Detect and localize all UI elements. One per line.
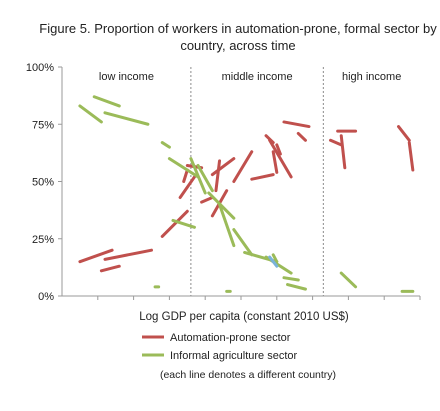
x-ticks <box>97 296 421 300</box>
series-0-line-segment <box>210 157 236 177</box>
region-label: high income <box>342 71 401 83</box>
series-0-line-segment <box>103 248 153 261</box>
chart-title-line-1: Figure 5. Proportion of workers in autom… <box>39 21 437 36</box>
series-1-line-segment <box>286 283 307 291</box>
series-1-line-segment <box>189 157 207 195</box>
series-1-line-segment <box>92 95 121 108</box>
series-0-line-segment <box>339 134 347 170</box>
series-0-line-segment <box>78 248 114 264</box>
series-0-line-segment <box>329 138 343 147</box>
y-tick-label: 100% <box>26 62 54 74</box>
y-tick-label: 25% <box>32 234 54 246</box>
y-tick-label: 75% <box>32 119 54 131</box>
region-dividers <box>190 67 324 296</box>
plot-area: 0% 25% 50% 75% 100% low income middle income h… <box>26 62 421 303</box>
series-0-line-segment <box>182 168 189 183</box>
chart-title-line-2: country, across time <box>180 38 295 53</box>
series-2-line-segment <box>268 255 279 268</box>
series-0-line-segment <box>160 209 189 238</box>
series-1-line-segment <box>271 253 279 264</box>
series-1-line-segment <box>103 111 150 126</box>
series-0-line-segment <box>397 125 411 142</box>
region-label: middle income <box>222 71 293 83</box>
series-0-line-segment <box>275 143 282 156</box>
x-axis-label: Log GDP per capita (constant 2010 US$) <box>139 311 349 323</box>
series-0-line-segment <box>178 175 196 200</box>
series-0-line-segment <box>282 120 311 129</box>
region-labels: low income middle income high income <box>99 71 401 83</box>
series-0-line-segment <box>214 159 222 193</box>
legend-label-automation: Automation-prone sector <box>170 332 291 344</box>
series-1-line-segment <box>171 218 196 229</box>
series-1-line-segment <box>196 163 214 193</box>
series-1-line-segment <box>78 104 103 124</box>
chart-note: (each line denotes a different country) <box>160 369 336 381</box>
series-1-line-segment <box>218 202 236 248</box>
series-1-line-segment <box>282 276 300 282</box>
series-1-line-segment <box>339 271 358 289</box>
series-1-line-segment <box>232 228 254 257</box>
series-1-line-segment <box>160 141 171 149</box>
series-lines <box>78 95 415 293</box>
series-0-line-segment <box>271 150 279 174</box>
series-0-line-segment <box>250 173 275 181</box>
series-0-line-segment <box>268 138 293 179</box>
series-0-line-segment <box>232 150 254 183</box>
y-tick-label: 0% <box>38 291 54 303</box>
series-0-line-segment <box>296 131 307 142</box>
series-1-line-segment <box>167 157 200 179</box>
legend-label-informal-agriculture: Informal agriculture sector <box>170 350 297 362</box>
series-0-line-segment <box>407 141 415 172</box>
legend: Automation-prone sector Informal agricul… <box>142 332 297 362</box>
series-0-line-segment <box>200 196 214 204</box>
y-tick-label: 50% <box>32 177 54 189</box>
region-label: low income <box>99 71 154 83</box>
series-0-line-segment <box>99 264 121 273</box>
y-ticks: 0% 25% 50% 75% 100% <box>26 62 62 303</box>
